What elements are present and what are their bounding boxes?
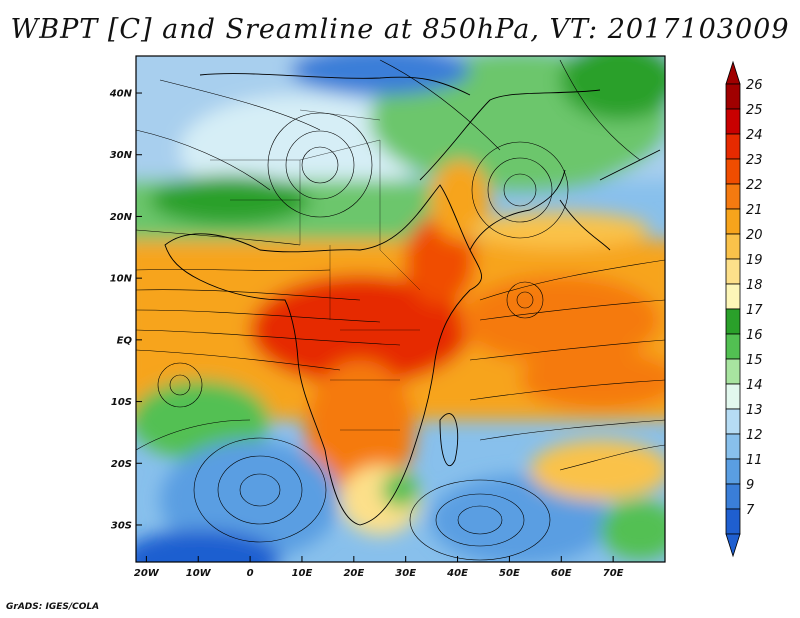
colorbar-swatch [725,458,741,485]
colorbar-level-label: 24 [746,128,763,143]
coastlines [164,73,661,526]
colorbar-level-label: 17 [746,303,763,318]
lat-tick-label: 20S [111,459,132,470]
lon-tick-label: 10W [186,568,212,579]
lat-tick-label: 10S [111,397,132,408]
colorbar-swatch [725,133,741,160]
lon-tick-label: 20E [343,568,364,579]
colorbar-level-label: 9 [746,478,754,493]
colorbar-level-label: 16 [746,328,763,343]
colorbar-level-label: 13 [746,403,763,418]
colorbar-swatch [725,108,741,135]
lon-tick-label: 0 [247,568,254,579]
lat-tick-label: 10N [110,274,133,285]
colorbar-swatch [725,308,741,335]
colorbar-swatch [725,208,741,235]
colorbar-level-label: 18 [746,278,763,293]
colorbar-bottom-arrow [725,533,741,558]
country-borders [210,109,421,431]
chart-title: WBPT [C] and Sreamline at 850hPa, VT: 20… [10,14,790,45]
colorbar-swatch [725,258,741,285]
colorbar-swatch [725,483,741,510]
colorbar-swatch [725,508,741,535]
map-axes: 20W 10W 0 10E 20E 30E 40E 50E 60E 70E 40N 30N 20N 10N… [109,89,624,579]
colorbar-top-arrow [725,60,741,85]
lon-tick-label: 70E [603,568,624,579]
colorbar-swatch [725,183,741,210]
lon-tick-label: 20W [134,568,160,579]
lat-tick-label: 20N [110,212,133,223]
lon-tick-label: 40E [446,568,468,579]
lat-tick-label: 30S [111,520,132,531]
lon-tick-label: 30E [395,568,416,579]
temperature-shading [136,56,665,562]
colorbar-swatch [725,358,741,385]
colorbar-level-label: 14 [746,378,763,393]
colorbar-swatch [725,333,741,360]
colorbar-level-label: 26 [746,78,763,93]
colorbar: 26 25 24 23 22 21 20 19 18 17 16 15 14 13 12 11 9 7 [725,60,763,558]
colorbar-swatch [725,383,741,410]
colorbar-level-label: 19 [746,253,763,268]
colorbar-level-label: 20 [746,228,763,243]
colorbar-level-label: 11 [746,453,763,468]
colorbar-level-label: 21 [746,203,763,218]
map-plot-area [136,56,665,562]
colorbar-level-label: 22 [746,178,763,193]
colorbar-level-label: 23 [746,153,763,168]
grads-credit: GrADS: IGES/COLA [6,602,100,612]
lat-tick-label: 40N [109,89,133,100]
colorbar-swatch [725,233,741,260]
colorbar-swatch [725,283,741,310]
colorbar-swatch [725,433,741,460]
colorbar-level-label: 25 [746,103,763,118]
lat-tick-label: 30N [110,150,133,161]
lon-tick-label: 60E [551,568,572,579]
streamlines [136,59,665,561]
lon-tick-label: 50E [499,568,520,579]
colorbar-swatch [725,83,741,110]
map-frame [135,55,666,563]
colorbar-swatch [725,158,741,185]
lon-tick-label: 10E [292,568,313,579]
colorbar-level-label: 12 [746,428,763,443]
colorbar-level-label: 7 [746,503,755,518]
lat-tick-label: EQ [117,335,133,346]
colorbar-level-label: 15 [746,353,763,368]
colorbar-swatch [725,408,741,435]
